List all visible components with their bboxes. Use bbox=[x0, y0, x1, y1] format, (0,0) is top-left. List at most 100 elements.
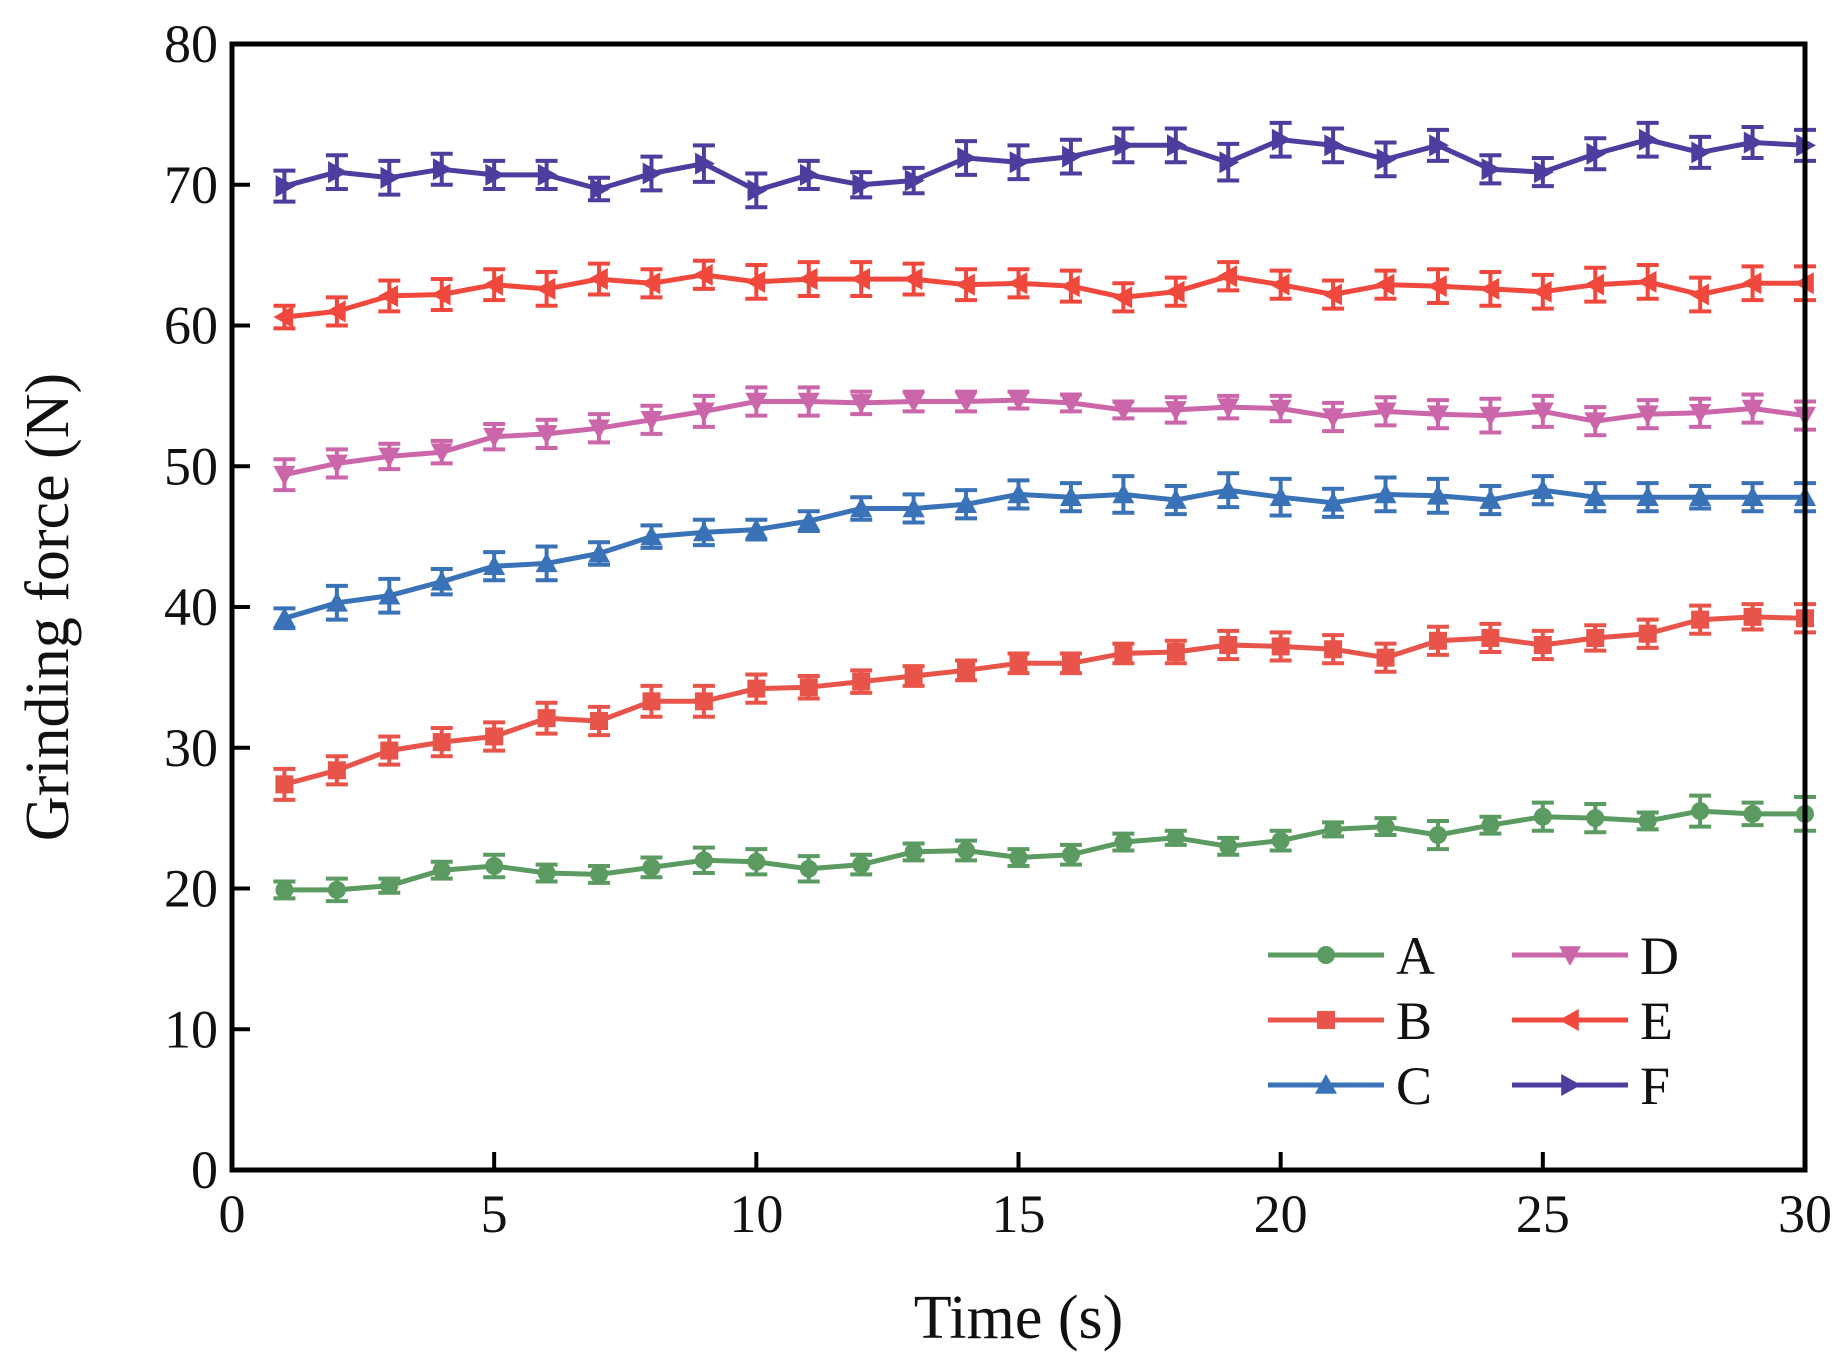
series-c-point bbox=[1164, 489, 1187, 509]
y-tick-label: 40 bbox=[164, 577, 218, 637]
series-f bbox=[273, 120, 1816, 210]
series-c-point bbox=[692, 521, 715, 542]
series-b-point bbox=[1428, 631, 1447, 650]
series-c-point bbox=[1479, 489, 1502, 509]
series-f-point bbox=[590, 177, 611, 200]
legend-marker-d bbox=[1559, 946, 1581, 966]
series-e-point bbox=[1636, 270, 1657, 293]
series-c-point bbox=[430, 570, 453, 591]
series-e-point bbox=[1322, 283, 1342, 306]
series-a-point bbox=[904, 842, 923, 861]
series-e-point bbox=[483, 273, 503, 296]
series-c-point bbox=[797, 510, 820, 530]
series-a-point bbox=[1324, 820, 1343, 839]
series-d-point bbox=[1112, 401, 1135, 421]
series-e-point bbox=[1269, 273, 1290, 296]
series-c-point bbox=[535, 552, 558, 573]
series-e-point bbox=[378, 284, 399, 307]
series-f-point bbox=[695, 152, 715, 175]
series-c-point bbox=[955, 493, 978, 514]
series-c-point bbox=[1531, 479, 1554, 499]
series-b-point bbox=[642, 692, 661, 711]
series-e-point bbox=[955, 273, 975, 296]
series-b-point bbox=[485, 727, 504, 746]
series-c-point bbox=[1636, 486, 1659, 507]
series-f-point bbox=[642, 162, 663, 185]
series-c-point bbox=[1426, 484, 1449, 505]
series-b-line bbox=[283, 614, 1806, 787]
series-d-point bbox=[378, 447, 401, 468]
series-a bbox=[273, 793, 1816, 904]
series-a-point bbox=[1166, 828, 1185, 847]
x-tick-label: 5 bbox=[481, 1184, 508, 1244]
series-f-point bbox=[485, 163, 506, 186]
series-c-line bbox=[283, 487, 1805, 621]
series-d-point bbox=[273, 465, 296, 486]
series-d-point bbox=[1059, 394, 1082, 414]
series-b-point bbox=[747, 679, 766, 698]
x-tick-label: 10 bbox=[729, 1184, 783, 1244]
series-e-point bbox=[1426, 275, 1447, 298]
series-a-point bbox=[694, 851, 713, 870]
legend-item-c: C bbox=[1268, 1056, 1432, 1116]
y-tick-label: 30 bbox=[164, 718, 218, 778]
x-tick-label: 25 bbox=[1516, 1184, 1570, 1244]
x-axis-title: Time (s) bbox=[914, 1284, 1124, 1352]
series-c-point bbox=[745, 518, 768, 539]
series-layer bbox=[273, 120, 1816, 904]
legend-marker-e bbox=[1559, 1009, 1579, 1031]
series-d-point bbox=[745, 392, 768, 413]
series-d-point bbox=[850, 394, 873, 414]
series-f-line bbox=[283, 137, 1806, 193]
series-f-point bbox=[799, 163, 820, 186]
series-c-point bbox=[1374, 483, 1397, 504]
series-a-point bbox=[1533, 807, 1552, 826]
legend-marker-a bbox=[1317, 946, 1335, 964]
series-c-point bbox=[1007, 483, 1030, 504]
series-b-point bbox=[1481, 628, 1500, 647]
series-d-point bbox=[1426, 405, 1449, 426]
legend-label-f: F bbox=[1640, 1056, 1670, 1116]
series-f-point bbox=[1586, 142, 1607, 165]
series-d-point bbox=[535, 425, 558, 445]
series-d-point bbox=[797, 392, 820, 413]
legend-item-f: F bbox=[1512, 1056, 1670, 1116]
y-axis-title: Grinding force (N) bbox=[14, 373, 82, 841]
legend-item-a: A bbox=[1268, 926, 1435, 986]
series-f-point bbox=[1376, 148, 1397, 171]
series-e-point bbox=[692, 263, 713, 286]
legend-item-e: E bbox=[1512, 991, 1673, 1051]
series-e-point bbox=[1007, 272, 1028, 295]
axis-ticks: 0 5 10 15 20 25 30 0 10 20 30 40 50 60 70 80 bbox=[164, 14, 1832, 1244]
series-f-point bbox=[1638, 128, 1659, 151]
legend: ABC DEF bbox=[1268, 926, 1679, 1116]
series-c-point bbox=[378, 584, 401, 605]
series-d-point bbox=[1269, 399, 1292, 420]
series-c-point bbox=[483, 555, 506, 575]
series-a-point bbox=[432, 861, 451, 880]
series-b-point bbox=[537, 709, 556, 728]
series-a-point bbox=[1586, 809, 1605, 828]
series-f-point bbox=[1062, 145, 1082, 168]
series-d-point bbox=[430, 443, 453, 464]
series-e-point bbox=[1689, 283, 1709, 306]
series-e-point bbox=[1217, 265, 1238, 288]
series-b bbox=[273, 602, 1816, 802]
series-b-point bbox=[1271, 637, 1290, 656]
series-d-point bbox=[692, 402, 715, 423]
series-c-point bbox=[325, 591, 348, 612]
legend-label-c: C bbox=[1396, 1056, 1432, 1116]
series-c-point bbox=[1322, 491, 1345, 512]
series-f-point bbox=[432, 158, 453, 181]
x-tick-label: 15 bbox=[992, 1184, 1046, 1244]
series-b-point bbox=[904, 666, 923, 685]
series-c-point bbox=[1689, 486, 1712, 507]
y-tick-label: 50 bbox=[164, 436, 218, 496]
legend-label-d: D bbox=[1640, 926, 1679, 986]
series-f-point bbox=[1009, 151, 1030, 174]
series-c-point bbox=[902, 497, 925, 518]
series-d-point bbox=[1479, 406, 1502, 427]
series-a-point bbox=[1009, 848, 1028, 867]
series-f-point bbox=[1324, 134, 1345, 157]
